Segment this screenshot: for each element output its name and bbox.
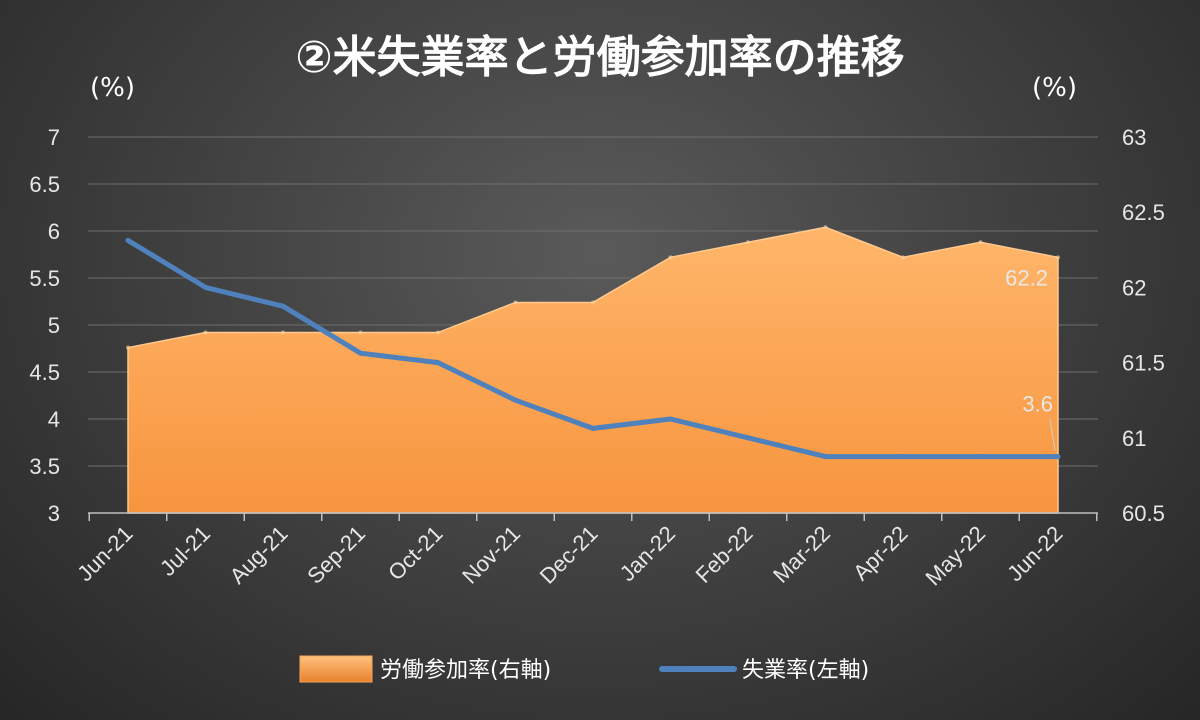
participation-point bbox=[668, 255, 673, 260]
x-tick-label: Jan-22 bbox=[615, 521, 680, 586]
left-tick-label: 4.5 bbox=[29, 360, 60, 385]
legend-unemployment-label: 失業率(左軸) bbox=[742, 658, 869, 683]
left-axis-unit: (%) bbox=[90, 73, 135, 103]
participation-point bbox=[203, 330, 208, 335]
unemployment-point bbox=[1055, 454, 1061, 460]
x-tick-label: Nov-21 bbox=[457, 521, 525, 589]
x-tick-label: Apr-22 bbox=[848, 521, 912, 585]
unemployment-point bbox=[435, 360, 441, 366]
right-tick-label: 61 bbox=[1122, 426, 1146, 451]
right-axis-ticks: 60.5 61 61.5 62 62.5 63 bbox=[1122, 125, 1165, 526]
participation-point bbox=[746, 240, 750, 245]
participation-point bbox=[358, 330, 363, 335]
unemployment-line-series bbox=[125, 237, 1061, 460]
x-tick-label: Jun-21 bbox=[72, 521, 137, 586]
unemployment-point bbox=[203, 284, 208, 290]
x-tick-label: Aug-21 bbox=[225, 521, 293, 589]
unemployment-point bbox=[513, 397, 518, 403]
x-tick-label: Jun-22 bbox=[1002, 521, 1067, 586]
unemployment-point bbox=[358, 350, 363, 356]
participation-point bbox=[978, 240, 983, 245]
unemployment-label-leader bbox=[1049, 418, 1056, 451]
left-tick-label: 6.5 bbox=[29, 172, 60, 197]
left-tick-label: 4 bbox=[48, 407, 60, 432]
participation-point bbox=[823, 225, 828, 230]
x-tick-label: Jul-21 bbox=[155, 521, 215, 581]
unemployment-point bbox=[823, 454, 828, 460]
legend-area-swatch bbox=[299, 655, 373, 683]
legend-participation-label: 労働参加率(右軸) bbox=[380, 658, 551, 683]
left-tick-label: 7 bbox=[48, 125, 60, 150]
participation-point bbox=[281, 330, 285, 335]
right-tick-label: 60.5 bbox=[1122, 501, 1165, 526]
left-tick-label: 5 bbox=[48, 313, 60, 338]
right-tick-label: 63 bbox=[1122, 125, 1146, 150]
left-tick-label: 5.5 bbox=[29, 266, 60, 291]
left-axis-ticks: 3 3.5 4 4.5 5 5.5 6 6.5 7 bbox=[29, 125, 60, 526]
participation-point bbox=[513, 300, 518, 305]
unemployment-point bbox=[590, 425, 596, 431]
left-tick-label: 6 bbox=[48, 219, 60, 244]
x-tick-label: May-22 bbox=[920, 521, 990, 591]
unemployment-point bbox=[280, 303, 286, 309]
x-tick-label: Dec-21 bbox=[535, 521, 603, 589]
unemployment-point bbox=[900, 454, 906, 460]
left-tick-label: 3 bbox=[48, 501, 60, 526]
unemployment-point bbox=[745, 435, 751, 441]
x-tick-label: Mar-22 bbox=[768, 521, 835, 588]
legend: 労働参加率(右軸) 失業率(左軸) bbox=[299, 655, 869, 683]
chart-title: ②米失業率と労働参加率の推移 bbox=[295, 32, 904, 83]
participation-point bbox=[126, 345, 130, 350]
right-tick-label: 62.5 bbox=[1122, 200, 1165, 225]
x-axis-ticks: Jun-21 Jul-21 Aug-21 Sep-21 Oct-21 Nov-21 Dec-… bbox=[72, 521, 1067, 591]
participation-point bbox=[901, 255, 905, 260]
unemployment-point bbox=[125, 237, 131, 243]
unemployment-point bbox=[978, 454, 983, 460]
participation-last-label: 62.2 bbox=[1005, 265, 1048, 290]
unemployment-last-label: 3.6 bbox=[1022, 392, 1053, 417]
participation-point bbox=[436, 330, 440, 335]
left-tick-label: 3.5 bbox=[29, 454, 60, 479]
unemployment-point bbox=[668, 416, 673, 422]
x-tick-label: Feb-22 bbox=[691, 521, 758, 588]
data-labels: 62.2 3.6 bbox=[1005, 265, 1056, 451]
x-tick-label: Oct-21 bbox=[383, 521, 447, 585]
participation-area-series bbox=[126, 225, 1060, 514]
participation-point bbox=[1056, 255, 1060, 260]
x-tick-label: Sep-21 bbox=[302, 521, 370, 589]
right-tick-label: 61.5 bbox=[1122, 351, 1165, 376]
right-axis-unit: (%) bbox=[1032, 73, 1077, 103]
right-tick-label: 62 bbox=[1122, 275, 1146, 300]
participation-point bbox=[591, 300, 595, 305]
axes bbox=[88, 512, 1098, 521]
participation-area bbox=[127, 226, 1059, 514]
